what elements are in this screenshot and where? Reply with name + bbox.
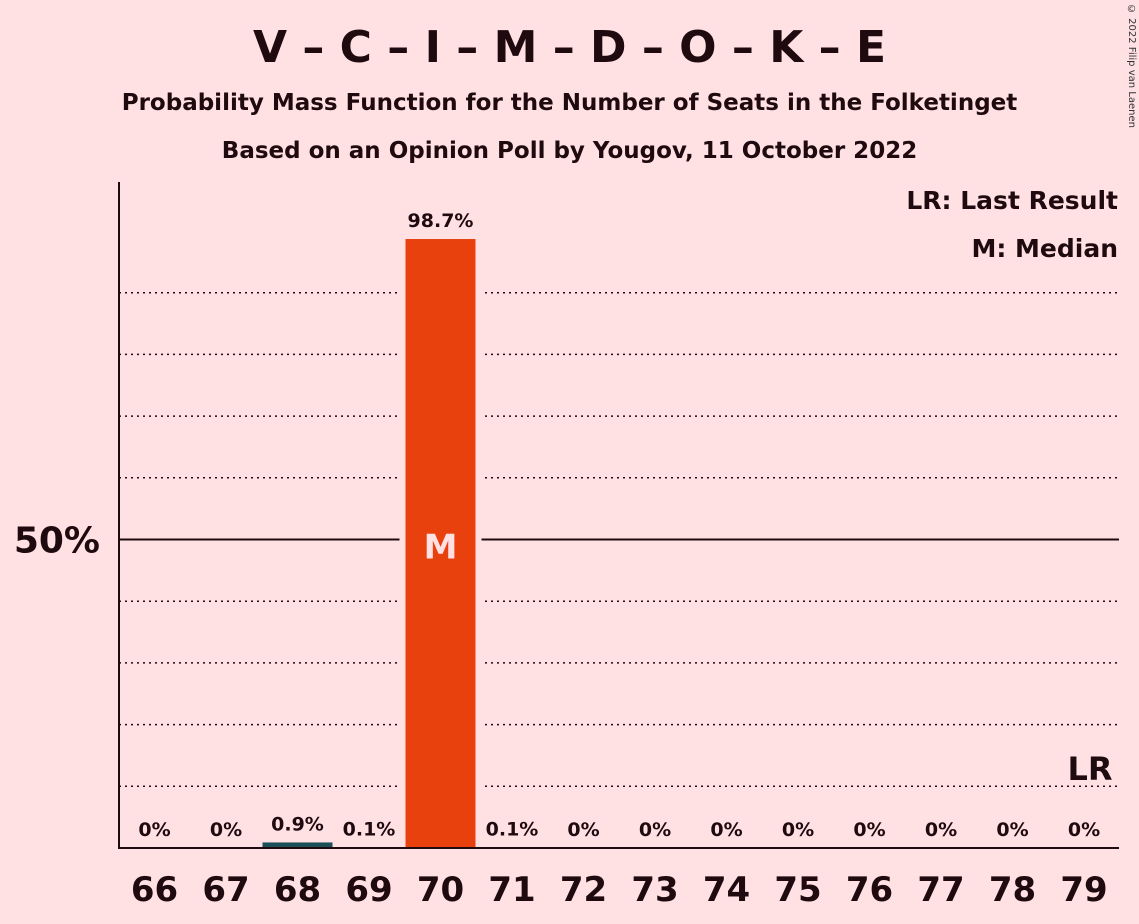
legend-last-result: LR: Last Result <box>906 186 1118 215</box>
value-label-77: 0% <box>925 819 957 841</box>
x-tick-69: 69 <box>345 870 392 910</box>
value-label-74: 0% <box>710 819 742 841</box>
x-tick-72: 72 <box>560 870 607 910</box>
value-label-78: 0% <box>996 819 1028 841</box>
x-tick-71: 71 <box>488 870 535 910</box>
value-labels: 0% 0% 0.9% 0.1% M 98.7% 0.1% 0% 0% 0% 0% 0% 0% 0% 0% LR <box>138 210 1112 841</box>
chart-source: Based on an Opinion Poll by Yougov, 11 O… <box>221 138 918 164</box>
value-label-67: 0% <box>210 819 242 841</box>
gridlines: 50% <box>14 239 1119 847</box>
x-tick-77: 77 <box>917 870 964 910</box>
bar-gap-left <box>399 239 406 847</box>
bar-68 <box>262 842 333 848</box>
value-label-70: 98.7% <box>408 210 474 232</box>
value-label-79: 0% <box>1068 819 1100 841</box>
x-tick-67: 67 <box>202 870 249 910</box>
copyright-notice: © 2022 Filip van Laenen <box>1126 4 1137 128</box>
x-tick-68: 68 <box>274 870 321 910</box>
value-label-73: 0% <box>639 819 671 841</box>
value-label-72: 0% <box>567 819 599 841</box>
value-label-69: 0.1% <box>343 818 396 840</box>
x-tick-74: 74 <box>703 870 750 910</box>
x-tick-78: 78 <box>989 870 1036 910</box>
x-tick-70: 70 <box>417 870 464 910</box>
bar-gap-right <box>475 239 482 847</box>
x-tick-66: 66 <box>131 870 178 910</box>
x-tick-labels: 66 67 68 69 70 71 72 73 74 75 76 77 78 79 <box>131 870 1108 910</box>
last-result-marker: LR <box>1067 750 1112 788</box>
value-label-75: 0% <box>782 819 814 841</box>
legend-median: M: Median <box>971 234 1118 263</box>
value-label-66: 0% <box>138 819 170 841</box>
chart-title: V – C – I – M – D – O – K – E <box>252 22 887 73</box>
x-tick-73: 73 <box>631 870 678 910</box>
value-label-71: 0.1% <box>486 818 539 840</box>
bars <box>262 239 547 848</box>
median-marker: M <box>424 528 458 568</box>
x-tick-75: 75 <box>774 870 821 910</box>
y-tick-label: 50% <box>14 521 100 562</box>
x-tick-79: 79 <box>1060 870 1107 910</box>
chart-subtitle: Probability Mass Function for the Number… <box>121 90 1018 116</box>
bar-70 <box>405 239 476 848</box>
x-tick-76: 76 <box>846 870 893 910</box>
value-label-68: 0.9% <box>271 813 324 835</box>
value-label-76: 0% <box>853 819 885 841</box>
